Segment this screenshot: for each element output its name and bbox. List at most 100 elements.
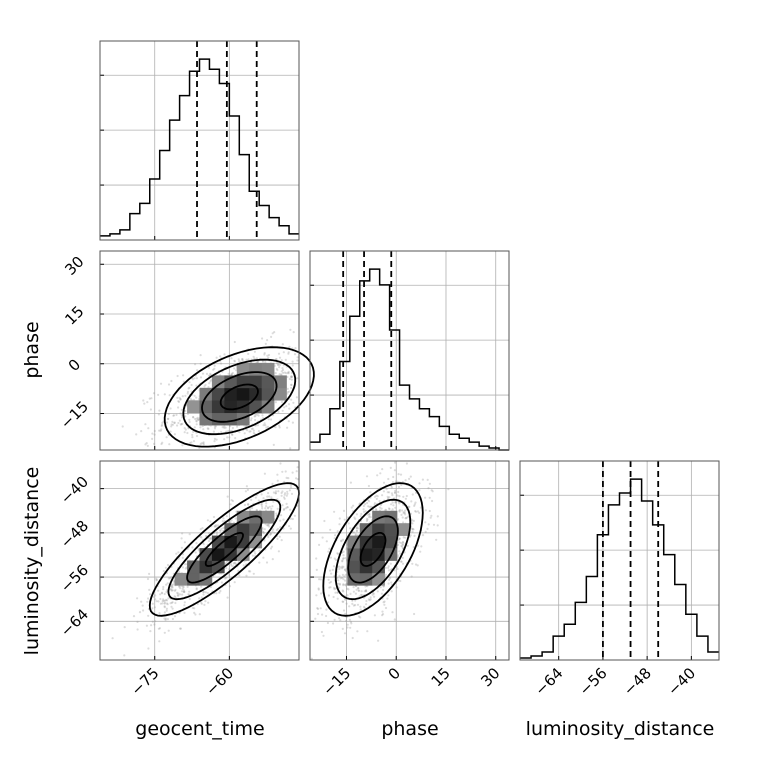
- scatter-point: [176, 591, 179, 595]
- scatter-point: [256, 360, 259, 364]
- scatter-point: [368, 513, 371, 516]
- scatter-point: [283, 493, 286, 496]
- scatter-point: [316, 607, 320, 611]
- scatter-point: [388, 491, 391, 494]
- scatter-point: [192, 415, 195, 419]
- scatter-point: [257, 430, 260, 433]
- scatter-point: [394, 506, 397, 509]
- scatter-point: [213, 427, 217, 430]
- scatter-point: [195, 588, 198, 591]
- scatter-point: [397, 490, 400, 494]
- scatter-point: [237, 358, 240, 361]
- scatter-point: [190, 441, 193, 444]
- scatter-point: [178, 593, 182, 596]
- scatter-point: [188, 418, 191, 421]
- scatter-point: [225, 430, 228, 433]
- scatter-point: [373, 595, 376, 598]
- scatter-point: [349, 592, 352, 596]
- scatter-point: [380, 507, 383, 510]
- scatter-point: [357, 589, 361, 592]
- scatter-point: [141, 604, 144, 607]
- scatter-point: [396, 554, 400, 557]
- scatter-point: [199, 528, 202, 531]
- scatter-point: [270, 545, 274, 548]
- scatter-point: [381, 614, 384, 617]
- scatter-point: [201, 425, 204, 428]
- scatter-point: [318, 578, 321, 581]
- scatter-point: [352, 590, 355, 593]
- scatter-point: [179, 412, 182, 415]
- scatter-point: [260, 502, 263, 506]
- scatter-point: [420, 545, 423, 548]
- scatter-point: [382, 585, 385, 588]
- scatter-point: [209, 372, 212, 375]
- scatter-point: [215, 532, 218, 536]
- scatter-point: [346, 587, 349, 590]
- scatter-point: [145, 624, 148, 627]
- scatter-point: [213, 525, 216, 528]
- scatter-point: [336, 591, 339, 595]
- scatter-point: [365, 590, 368, 593]
- scatter-point: [183, 427, 186, 430]
- scatter-point: [344, 569, 347, 573]
- scatter-point: [111, 637, 114, 640]
- scatter-point: [236, 425, 239, 428]
- scatter-point: [286, 390, 290, 394]
- scatter-point: [310, 657, 313, 660]
- scatter-point: [207, 601, 210, 604]
- scatter-point: [178, 585, 181, 588]
- scatter-point: [161, 421, 164, 424]
- scatter-point: [261, 360, 265, 363]
- scatter-point: [341, 559, 344, 562]
- scatter-point: [140, 430, 143, 433]
- scatter-point: [176, 594, 179, 597]
- scatter-point: [380, 592, 383, 595]
- scatter-point: [157, 393, 160, 396]
- scatter-point: [222, 517, 225, 520]
- scatter-point: [181, 416, 184, 419]
- scatter-point: [213, 425, 216, 428]
- scatter-point: [363, 590, 366, 593]
- scatter-point: [182, 590, 185, 593]
- scatter-point: [200, 536, 203, 539]
- scatter-point: [166, 618, 169, 621]
- scatter-point: [173, 433, 176, 436]
- scatter-point: [186, 392, 189, 395]
- scatter-point: [187, 593, 190, 596]
- scatter-point: [400, 544, 403, 548]
- scatter-point: [346, 594, 349, 597]
- scatter-point: [153, 442, 156, 445]
- scatter-point: [181, 532, 184, 535]
- scatter-point: [343, 632, 347, 635]
- scatter-point: [238, 360, 241, 363]
- scatter-point: [267, 507, 270, 510]
- scatter-point: [191, 606, 194, 610]
- scatter-point: [412, 528, 415, 531]
- scatter-point: [421, 534, 425, 537]
- scatter-point: [254, 496, 257, 499]
- scatter-point: [270, 418, 273, 421]
- scatter-point: [339, 577, 342, 580]
- scatter-point: [231, 426, 234, 430]
- scatter-point: [411, 527, 414, 531]
- scatter-point: [171, 585, 174, 588]
- scatter-point: [355, 588, 358, 591]
- scatter-point: [230, 372, 233, 375]
- scatter-point: [164, 617, 167, 620]
- scatter-point: [265, 505, 268, 508]
- scatter-point: [290, 383, 293, 386]
- scatter-point: [342, 590, 345, 593]
- scatter-point: [282, 508, 285, 511]
- scatter-point: [316, 612, 320, 616]
- scatter-point: [177, 592, 180, 595]
- scatter-point: [435, 538, 438, 541]
- scatter-point: [320, 630, 323, 634]
- scatter-point: [223, 426, 226, 429]
- scatter-point: [180, 414, 183, 417]
- scatter-point: [148, 588, 151, 592]
- scatter-point: [390, 590, 393, 593]
- scatter-point: [252, 572, 255, 575]
- scatter-point: [286, 506, 289, 509]
- scatter-point: [394, 501, 397, 504]
- scatter-point: [376, 495, 379, 498]
